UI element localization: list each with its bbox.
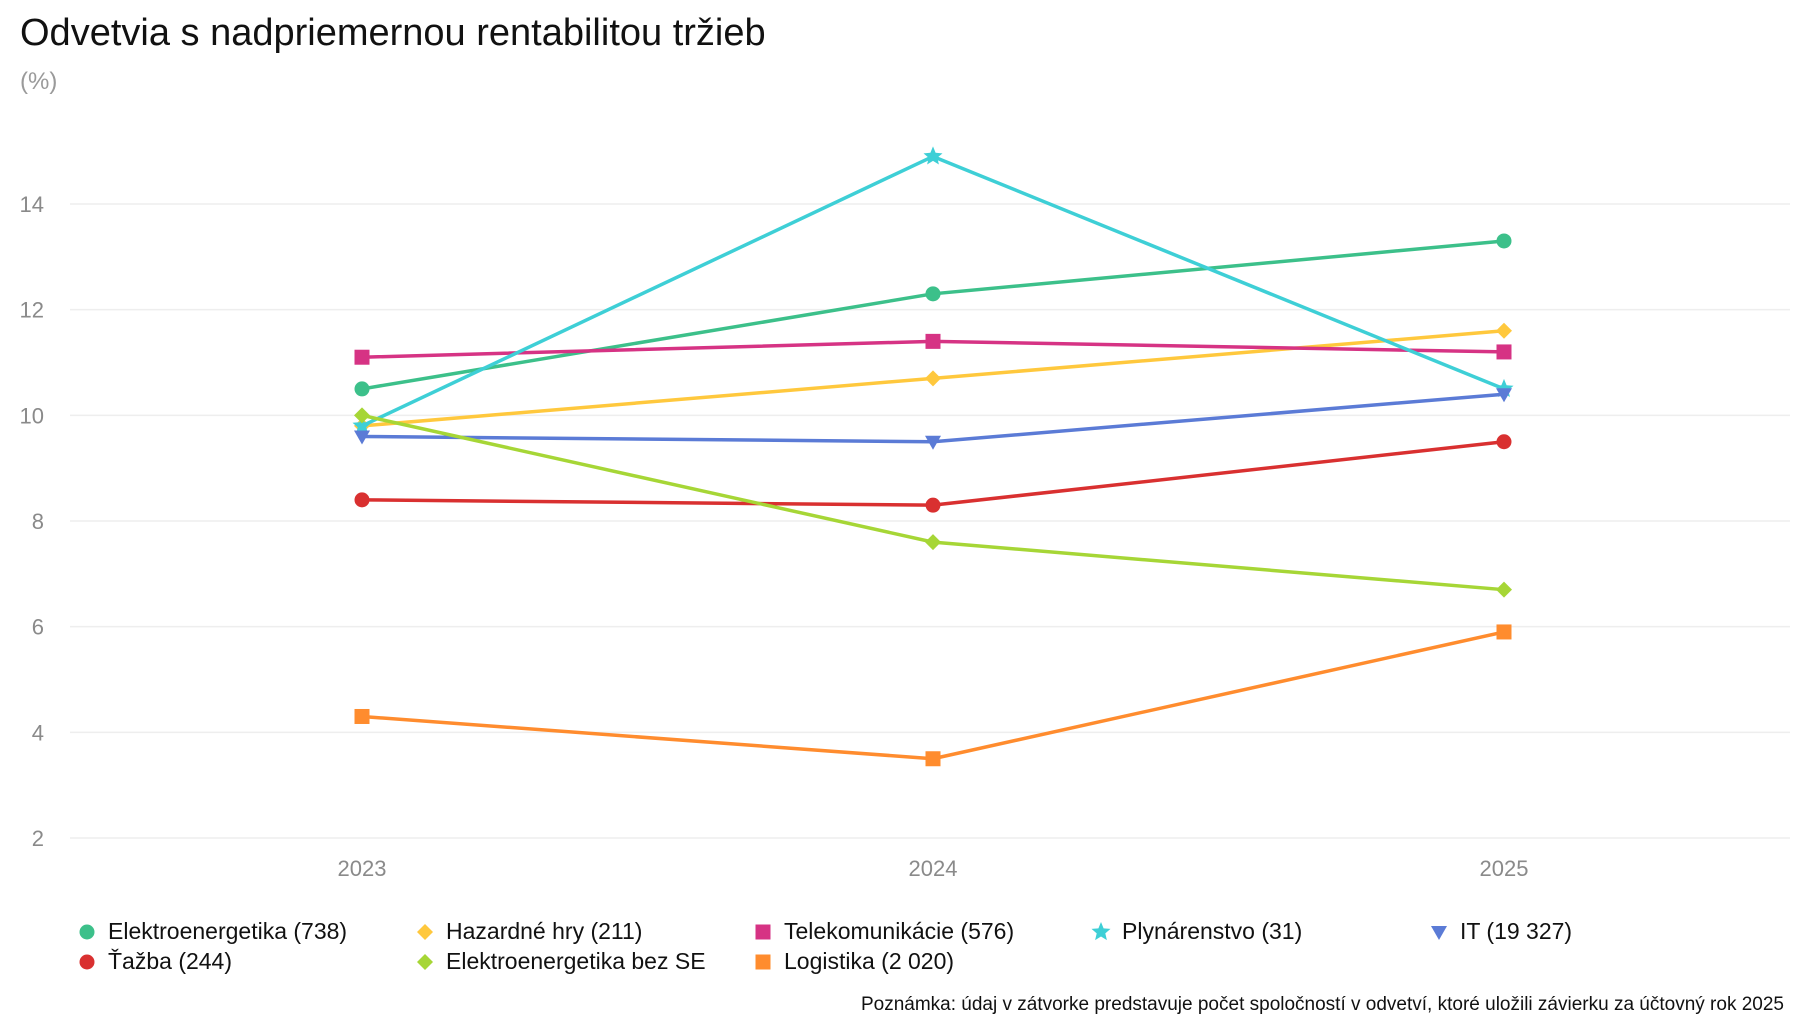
data-point — [1496, 434, 1512, 450]
data-point — [1496, 388, 1512, 403]
y-tick-label: 10 — [20, 403, 44, 428]
data-point — [755, 954, 771, 969]
data-point — [925, 333, 941, 349]
legend-label: Plynárenstvo (31) — [1122, 918, 1303, 944]
series-line — [361, 440, 1505, 507]
data-point — [925, 534, 941, 551]
legend-marker — [1431, 925, 1447, 940]
legend-item[interactable]: Elektroenergetika bez SE — [414, 948, 706, 975]
data-point — [1091, 921, 1111, 940]
legend-item[interactable]: Logistika (2 020) — [752, 948, 954, 975]
legend-item[interactable]: Plynárenstvo (31) — [1090, 918, 1302, 945]
data-point — [354, 407, 370, 424]
y-tick-label: 6 — [32, 615, 44, 640]
legend-item[interactable]: Telekomunikácie (576) — [752, 918, 1014, 945]
data-point — [354, 430, 370, 445]
data-point — [354, 349, 370, 365]
data-point — [755, 924, 771, 939]
data-point — [1496, 581, 1512, 598]
x-tick-label: 2024 — [909, 856, 958, 881]
data-point — [925, 286, 941, 302]
y-tick-label: 12 — [20, 298, 44, 323]
legend-marker — [755, 954, 771, 969]
data-point — [417, 923, 433, 940]
series-line — [361, 239, 1505, 391]
chart-title: Odvetvia s nadpriemernou rentabilitou tr… — [20, 12, 766, 54]
y-tick-label: 8 — [32, 509, 44, 534]
y-tick-label: 2 — [32, 826, 44, 851]
legend-marker — [79, 924, 95, 939]
legend-item[interactable]: Ťažba (244) — [76, 948, 232, 975]
data-point — [1496, 344, 1512, 360]
x-tick-label: 2025 — [1480, 856, 1529, 881]
data-point — [925, 435, 941, 450]
legend-marker — [417, 953, 433, 970]
legend-label: IT (19 327) — [1460, 918, 1573, 944]
legend-item[interactable]: Hazardné hry (211) — [414, 918, 642, 945]
data-point — [79, 924, 95, 939]
data-point — [923, 146, 943, 165]
data-point — [354, 492, 370, 508]
legend-label: Logistika (2 020) — [784, 948, 955, 974]
data-point — [354, 708, 370, 724]
legend-marker — [755, 924, 771, 939]
x-tick-label: 2023 — [338, 856, 387, 881]
data-point — [354, 381, 370, 397]
legend-item[interactable]: Elektroenergetika (738) — [76, 918, 347, 945]
series-line — [361, 630, 1505, 761]
data-point — [1431, 925, 1447, 940]
legend-label: Elektroenergetika bez SE — [446, 948, 706, 974]
data-point — [925, 497, 941, 513]
legend-label: Telekomunikácie (576) — [784, 918, 1015, 944]
data-point — [79, 954, 95, 969]
data-point — [417, 953, 433, 970]
legend-marker — [1091, 921, 1111, 940]
data-point — [352, 415, 372, 434]
y-unit-label: (%) — [20, 68, 58, 95]
y-tick-label: 4 — [32, 720, 44, 745]
legend-label: Hazardné hry (211) — [446, 918, 643, 944]
data-point — [925, 751, 941, 767]
legend-label: Ťažba (244) — [108, 948, 233, 974]
data-point — [1496, 624, 1512, 640]
data-point — [925, 370, 941, 387]
data-point — [1496, 233, 1512, 249]
data-point — [1496, 322, 1512, 339]
y-tick-label: 14 — [20, 192, 44, 217]
legend-item[interactable]: IT (19 327) — [1428, 918, 1572, 945]
series-line — [361, 392, 1505, 444]
footnote: Poznámka: údaj v zátvorke predstavuje po… — [860, 994, 1784, 1015]
legend-marker — [79, 954, 95, 969]
legend-label: Elektroenergetika (738) — [108, 918, 348, 944]
legend-marker — [417, 923, 433, 940]
